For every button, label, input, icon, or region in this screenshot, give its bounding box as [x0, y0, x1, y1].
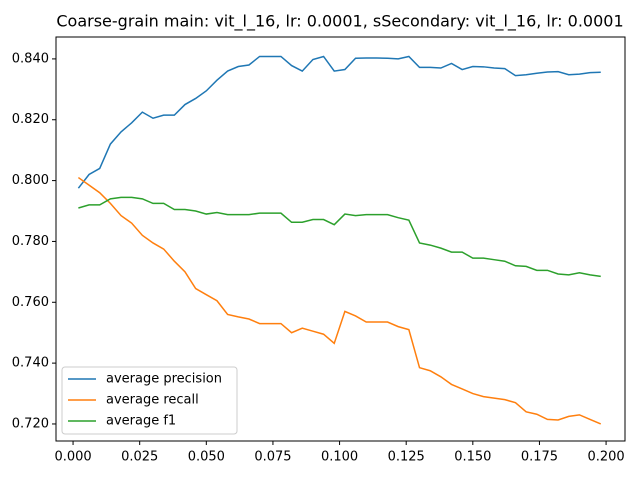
x-tick-label: 0.200 — [587, 450, 624, 465]
series-line — [78, 196, 601, 278]
x-tick-label: 0.075 — [254, 450, 291, 465]
x-tick-label: 0.150 — [454, 450, 491, 465]
legend-label: average f1 — [106, 414, 176, 429]
legend-label: average recall — [106, 393, 199, 408]
y-tick-label: 0.740 — [12, 356, 49, 371]
y-tick-label: 0.800 — [12, 173, 49, 188]
x-tick-label: 0.175 — [521, 450, 558, 465]
legend-box — [61, 366, 238, 435]
plot-frame — [55, 36, 626, 442]
series-line — [77, 55, 601, 189]
chart-title: Coarse-grain main: vit_l_16, lr: 0.0001,… — [56, 12, 623, 32]
y-tick-label: 0.760 — [12, 295, 49, 310]
x-tick-label: 0.125 — [388, 450, 425, 465]
x-tick-label: 0.025 — [121, 450, 158, 465]
y-tick-label: 0.840 — [12, 51, 49, 66]
y-tick-label: 0.820 — [12, 112, 49, 127]
x-tick-label: 0.000 — [54, 450, 91, 465]
x-tick-label: 0.050 — [188, 450, 225, 465]
x-tick-label: 0.100 — [321, 450, 358, 465]
legend-label: average precision — [106, 372, 222, 387]
y-tick-label: 0.720 — [12, 416, 49, 431]
y-tick-label: 0.780 — [12, 234, 49, 249]
series-line — [77, 176, 602, 425]
